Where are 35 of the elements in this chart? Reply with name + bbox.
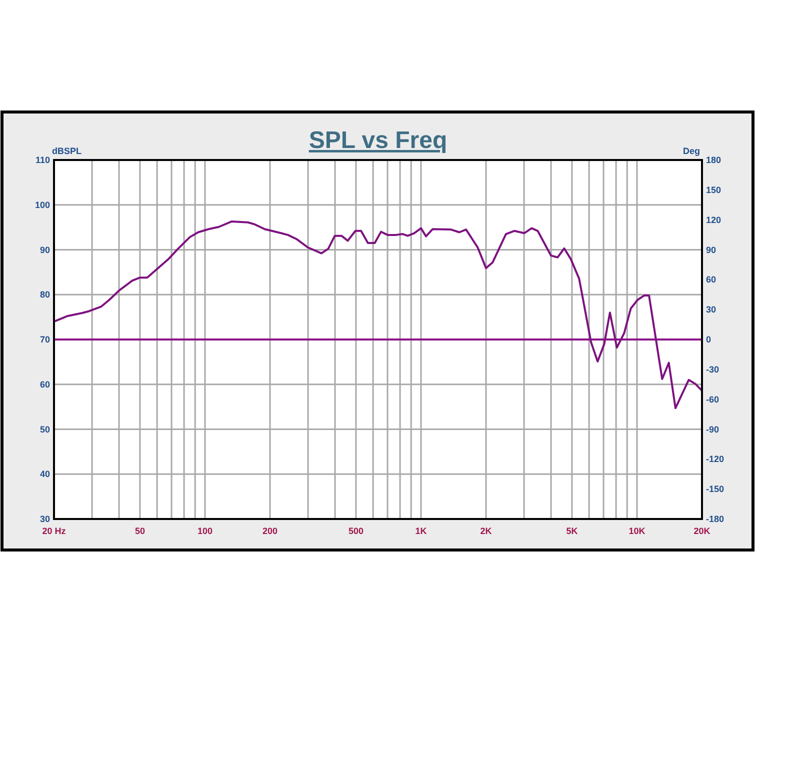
y-axis-title: dBSPL: [52, 146, 82, 156]
y2-tick-label: 180: [706, 155, 722, 165]
y-tick-label: 50: [40, 424, 50, 434]
x-tick-label: 50: [134, 526, 145, 536]
y-tick-label: 60: [40, 379, 50, 390]
y-tick-label: 110: [35, 155, 50, 165]
y-tick-label: 90: [40, 244, 50, 255]
x-tick-label: 20K: [694, 526, 711, 536]
y2-axis-title: Deg: [682, 146, 700, 156]
y-tick-label: 80: [40, 290, 50, 300]
y2-tick-label: 150: [706, 184, 722, 195]
y-tick-label: 40: [40, 469, 50, 480]
y-tick-label: 30: [40, 514, 50, 524]
y2-tick-label: -150: [706, 484, 724, 494]
x-tick-label: 1K: [415, 526, 428, 536]
y2-tick-label: 90: [706, 244, 716, 255]
y2-tick-label: 30: [706, 304, 716, 315]
x-tick-label: 5K: [566, 526, 578, 536]
x-tick-label: 200: [262, 526, 278, 536]
y2-tick-label: -60: [706, 394, 720, 404]
y-tick-label: 70: [40, 334, 50, 344]
y2-tick-label: -90: [706, 424, 720, 434]
y2-tick-label: -120: [706, 454, 724, 464]
chart-title: SPL vs Freq: [308, 127, 448, 154]
y2-tick-label: 0: [706, 334, 712, 344]
y2-tick-label: -30: [706, 364, 720, 374]
x-tick-label: 10K: [628, 526, 646, 536]
y2-tick-label: 60: [706, 274, 716, 285]
y2-tick-label: 120: [706, 214, 722, 225]
y2-tick-label: -180: [706, 514, 724, 524]
x-tick-label: 100: [197, 526, 212, 536]
x-tick-label: 2K: [480, 526, 492, 536]
y-tick-label: 100: [34, 200, 50, 210]
x-tick-label: 20 Hz: [42, 526, 66, 536]
x-tick-label: 500: [348, 526, 364, 536]
